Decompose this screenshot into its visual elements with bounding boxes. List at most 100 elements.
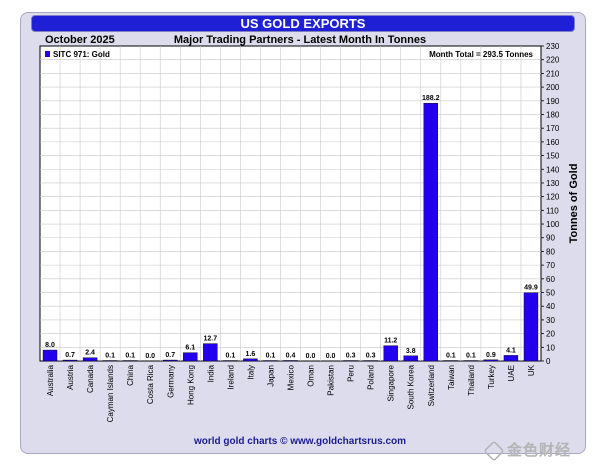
bar-value-label: 0.7 (165, 352, 175, 359)
bar-value-label: 12.7 (204, 336, 218, 343)
x-tick-label: Oman (307, 365, 316, 387)
watermark-logo-icon (483, 440, 505, 462)
bar-value-label: 3.8 (406, 348, 416, 355)
bar-value-label: 0.0 (306, 353, 316, 360)
y-tick-label: 210 (546, 69, 560, 78)
legend-label: SITC 971: Gold (53, 50, 110, 59)
x-tick-label: Costa Rica (146, 364, 155, 404)
y-tick-label: 100 (546, 220, 560, 229)
x-tick-label: Peru (347, 365, 356, 382)
chart-title: US GOLD EXPORTS (31, 15, 575, 32)
bar-value-label: 0.1 (266, 353, 276, 360)
chart-period: October 2025 (45, 34, 115, 46)
bar-value-label: 0.7 (65, 352, 75, 359)
x-tick-label: Switzerland (427, 365, 436, 406)
x-tick-label: India (206, 364, 215, 382)
x-tick-label: Thailand (467, 365, 476, 396)
bar-value-label: 0.1 (466, 353, 476, 360)
bar (183, 352, 198, 362)
y-tick-label: 90 (546, 234, 555, 243)
bar-value-label: 2.4 (85, 350, 95, 357)
y-tick-label: 140 (546, 165, 560, 174)
month-total-annotation: Month Total = 293.5 Tonnes (429, 50, 533, 59)
bar-value-label: 8.0 (45, 342, 55, 349)
y-tick-label: 110 (546, 206, 559, 215)
bar-value-label: 188.2 (422, 95, 440, 102)
bar (403, 355, 418, 362)
y-tick-label: 10 (546, 343, 555, 352)
y-tick-label: 0 (546, 357, 551, 366)
bar (122, 360, 138, 362)
bar (523, 292, 539, 362)
bar (203, 343, 218, 362)
bar-value-label: 0.1 (446, 353, 456, 360)
bar (503, 355, 519, 362)
y-tick-label: 40 (546, 302, 555, 311)
grid-lines (40, 46, 541, 361)
bar-value-label: 4.1 (506, 347, 516, 354)
x-tick-label: Australia (46, 364, 55, 396)
y-tick-label: 70 (546, 261, 555, 270)
x-tick-label: Ireland (226, 365, 235, 389)
bar (263, 360, 278, 362)
bar-value-label: 1.6 (246, 351, 256, 358)
x-tick-label: Japan (266, 365, 275, 387)
x-tick-label: Germany (166, 365, 175, 398)
x-tick-label: UAE (507, 365, 516, 381)
bar (443, 360, 459, 362)
chart-subtitle: Major Trading Partners - Latest Month In… (173, 34, 427, 46)
plot-area (39, 45, 542, 362)
bar-value-label: 0.0 (145, 353, 155, 360)
y-tick-label: 150 (546, 152, 560, 161)
bar (82, 357, 98, 362)
y-axis-label: Tonnes of Gold (568, 164, 580, 244)
x-tick-label: Canada (86, 364, 95, 393)
footer-credit: world gold charts © www.goldchartsrus.co… (193, 436, 407, 447)
y-tick-label: 30 (546, 316, 555, 325)
bar-value-label: 6.1 (185, 345, 195, 352)
x-tick-label: Italy (246, 365, 255, 380)
x-tick-label: China (126, 364, 135, 385)
x-tick-label: Pakistan (327, 365, 336, 396)
bar (283, 360, 298, 362)
bar (223, 360, 238, 362)
bar (423, 103, 438, 362)
x-tick-label: Taiwan (447, 365, 456, 390)
y-tick-label: 170 (546, 124, 560, 133)
bar-value-label: 0.9 (486, 352, 496, 359)
bar-value-label: 11.2 (384, 338, 397, 345)
bar-value-label: 0.4 (286, 352, 296, 359)
x-tick-label: UK (527, 364, 536, 376)
bar (62, 359, 78, 362)
y-tick-label: 160 (546, 138, 560, 147)
bar (243, 358, 258, 362)
bar (483, 359, 499, 362)
y-tick-label: 20 (546, 330, 555, 339)
y-tick-label: 130 (546, 179, 560, 188)
x-tick-label: Turkey (487, 365, 496, 389)
y-tick-label: 220 (546, 56, 560, 65)
x-tick-label: South Korea (407, 364, 416, 409)
bar-value-label: 49.9 (524, 285, 538, 292)
y-axis-ticks: 0 10 20 30 40 50 60 70 80 90 100 110 120 130 140 150 160… (541, 42, 560, 366)
legend-swatch (45, 51, 50, 57)
y-tick-label: 190 (546, 97, 560, 106)
y-tick-label: 230 (546, 42, 560, 51)
bar (163, 359, 178, 362)
bar-value-label: 0.1 (226, 353, 236, 360)
bar-value-label: 0.1 (105, 353, 115, 360)
x-tick-label: Hong Kong (186, 365, 195, 405)
bar-value-label: 0.1 (125, 353, 135, 360)
bars: 8.0 0.7 2.4 0.1 0.1 0.0 0.7 6.1 12.7 0.1 1.6 0.1 0.4… (42, 95, 539, 362)
bar (383, 345, 398, 362)
y-tick-label: 180 (546, 110, 560, 119)
y-tick-label: 60 (546, 275, 555, 284)
x-tick-label: Cayman Islands (106, 365, 115, 422)
x-axis-labels: Australia Austria Canada Cayman Islands Chin… (46, 364, 536, 422)
y-tick-label: 50 (546, 289, 555, 298)
watermark: 金色财经 (483, 439, 571, 462)
bar (102, 360, 118, 362)
bar-value-label: 0.0 (326, 353, 336, 360)
bar (42, 349, 58, 362)
